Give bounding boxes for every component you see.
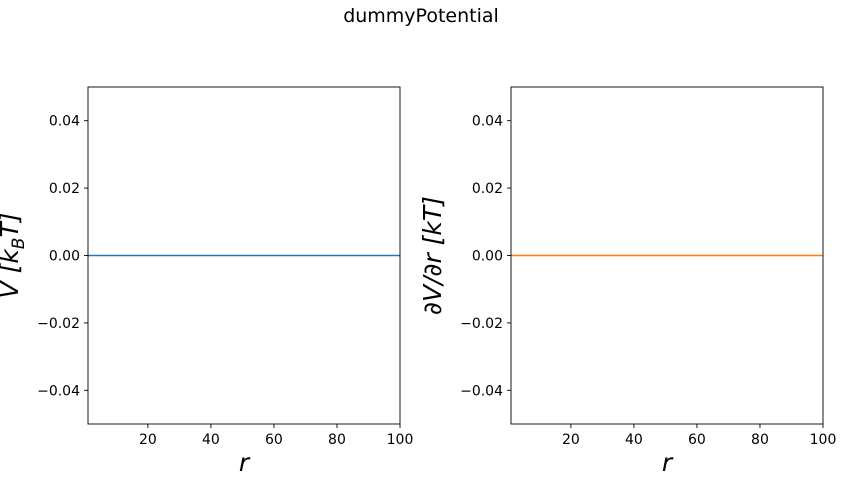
x-tick-label: 60 <box>688 432 706 448</box>
x-tick-label: 20 <box>139 432 157 448</box>
x-tick-label: 40 <box>625 432 643 448</box>
y-axis-label: ∂V/∂r [kT] <box>418 196 447 315</box>
x-tick-label: 100 <box>387 432 414 448</box>
y-tick-label: −0.02 <box>37 316 80 332</box>
force-panel: 20 40 60 80 100 0.04 0.02 0.00 −0.02 −0.04 r ∂V/∂r … <box>418 86 837 477</box>
y-tick-label: −0.04 <box>37 383 80 399</box>
y-tick-label: 0.00 <box>472 249 503 265</box>
y-axis-label: V [kBT] <box>0 213 29 299</box>
figure-suptitle: dummyPotential <box>343 5 499 27</box>
x-tick-label: 60 <box>265 432 283 448</box>
y-tick-label: 0.02 <box>472 181 503 197</box>
y-tick-label: 0.00 <box>49 249 80 265</box>
x-tick-label: 100 <box>810 432 837 448</box>
y-tick-label: −0.04 <box>460 383 503 399</box>
x-axis-label: r <box>239 448 251 477</box>
y-tick-label: 0.02 <box>49 181 80 197</box>
y-tick-label: −0.02 <box>460 316 503 332</box>
x-tick-label: 80 <box>751 432 769 448</box>
x-axis-label: r <box>662 448 674 477</box>
x-tick-label: 80 <box>328 432 346 448</box>
potential-panel: 20 40 60 80 100 0.04 0.02 0.00 −0.02 −0.04 r V [kBT… <box>0 86 414 477</box>
x-tick-label: 40 <box>202 432 220 448</box>
y-tick-label: 0.04 <box>49 114 80 130</box>
y-tick-label: 0.04 <box>472 114 503 130</box>
x-tick-label: 20 <box>562 432 580 448</box>
